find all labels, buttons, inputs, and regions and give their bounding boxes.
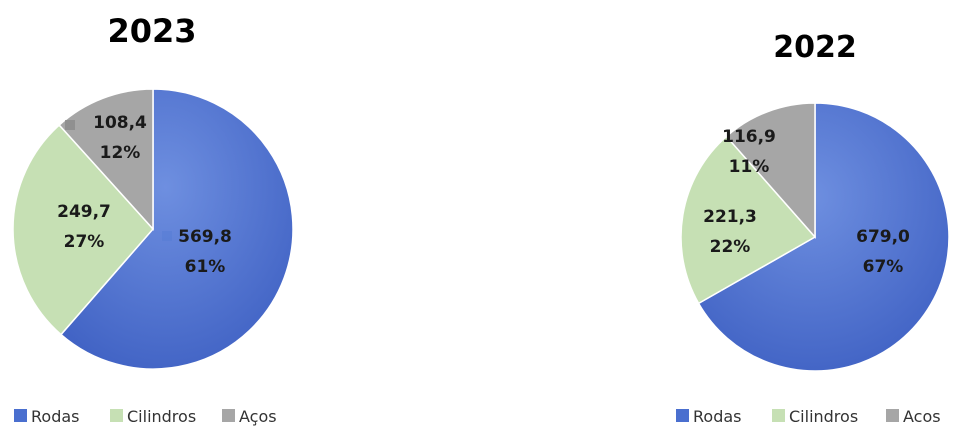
data-label-percent: 12%	[100, 143, 141, 163]
legend-label: Rodas	[31, 407, 79, 426]
data-label-value: 569,8	[178, 227, 232, 247]
legend-swatch	[222, 409, 235, 422]
data-label-percent: 22%	[710, 237, 751, 257]
legend: Rodas Cilindros Acos	[676, 407, 941, 426]
legend-swatch	[676, 409, 689, 422]
chart-title: 2022	[773, 30, 857, 65]
legend-label: Rodas	[693, 407, 741, 426]
pie-slices	[680, 102, 950, 372]
pie-slice-rodas	[59, 88, 294, 370]
legend: Rodas Cilindros Aços	[14, 407, 277, 426]
data-label-value: 108,4	[93, 113, 147, 133]
data-label-value: 249,7	[57, 202, 111, 222]
data-label-percent: 11%	[729, 157, 770, 177]
legend-label: Cilindros	[127, 407, 196, 426]
chart-title: 2023	[107, 12, 196, 50]
legend-swatch	[772, 409, 785, 422]
pie-chart-2022: 2022 679,0 67% 221,3 22% 116,9 11% Rodas Cilin…	[676, 30, 950, 426]
pie-slices	[12, 88, 294, 370]
legend-label: Cilindros	[789, 407, 858, 426]
label-marker	[162, 231, 172, 241]
data-label-percent: 61%	[185, 257, 226, 277]
pie-labels: 569,8 61% 249,7 27% 108,4 12%	[57, 113, 232, 277]
pie-chart-2023: 2023 569,8 61% 249,7 27% 108,4 12% Rodas Cilin…	[12, 12, 294, 426]
legend-label: Aços	[239, 407, 277, 426]
legend-swatch	[110, 409, 123, 422]
legend-swatch	[14, 409, 27, 422]
data-label-value: 116,9	[722, 127, 776, 147]
data-label-value: 221,3	[703, 207, 757, 227]
data-label-value: 679,0	[856, 227, 910, 247]
pie-slice-cilindros	[680, 135, 817, 305]
label-marker	[65, 120, 75, 130]
data-label-percent: 27%	[64, 232, 105, 252]
pie-slice-acos	[725, 102, 816, 239]
pie-slice-aços	[58, 88, 154, 231]
data-label-percent: 67%	[863, 257, 904, 277]
pie-slice-cilindros	[12, 123, 155, 336]
pie-slice-rodas	[697, 102, 950, 372]
pie-labels: 679,0 67% 221,3 22% 116,9 11%	[703, 127, 910, 277]
legend-label: Acos	[903, 407, 941, 426]
legend-swatch	[886, 409, 899, 422]
